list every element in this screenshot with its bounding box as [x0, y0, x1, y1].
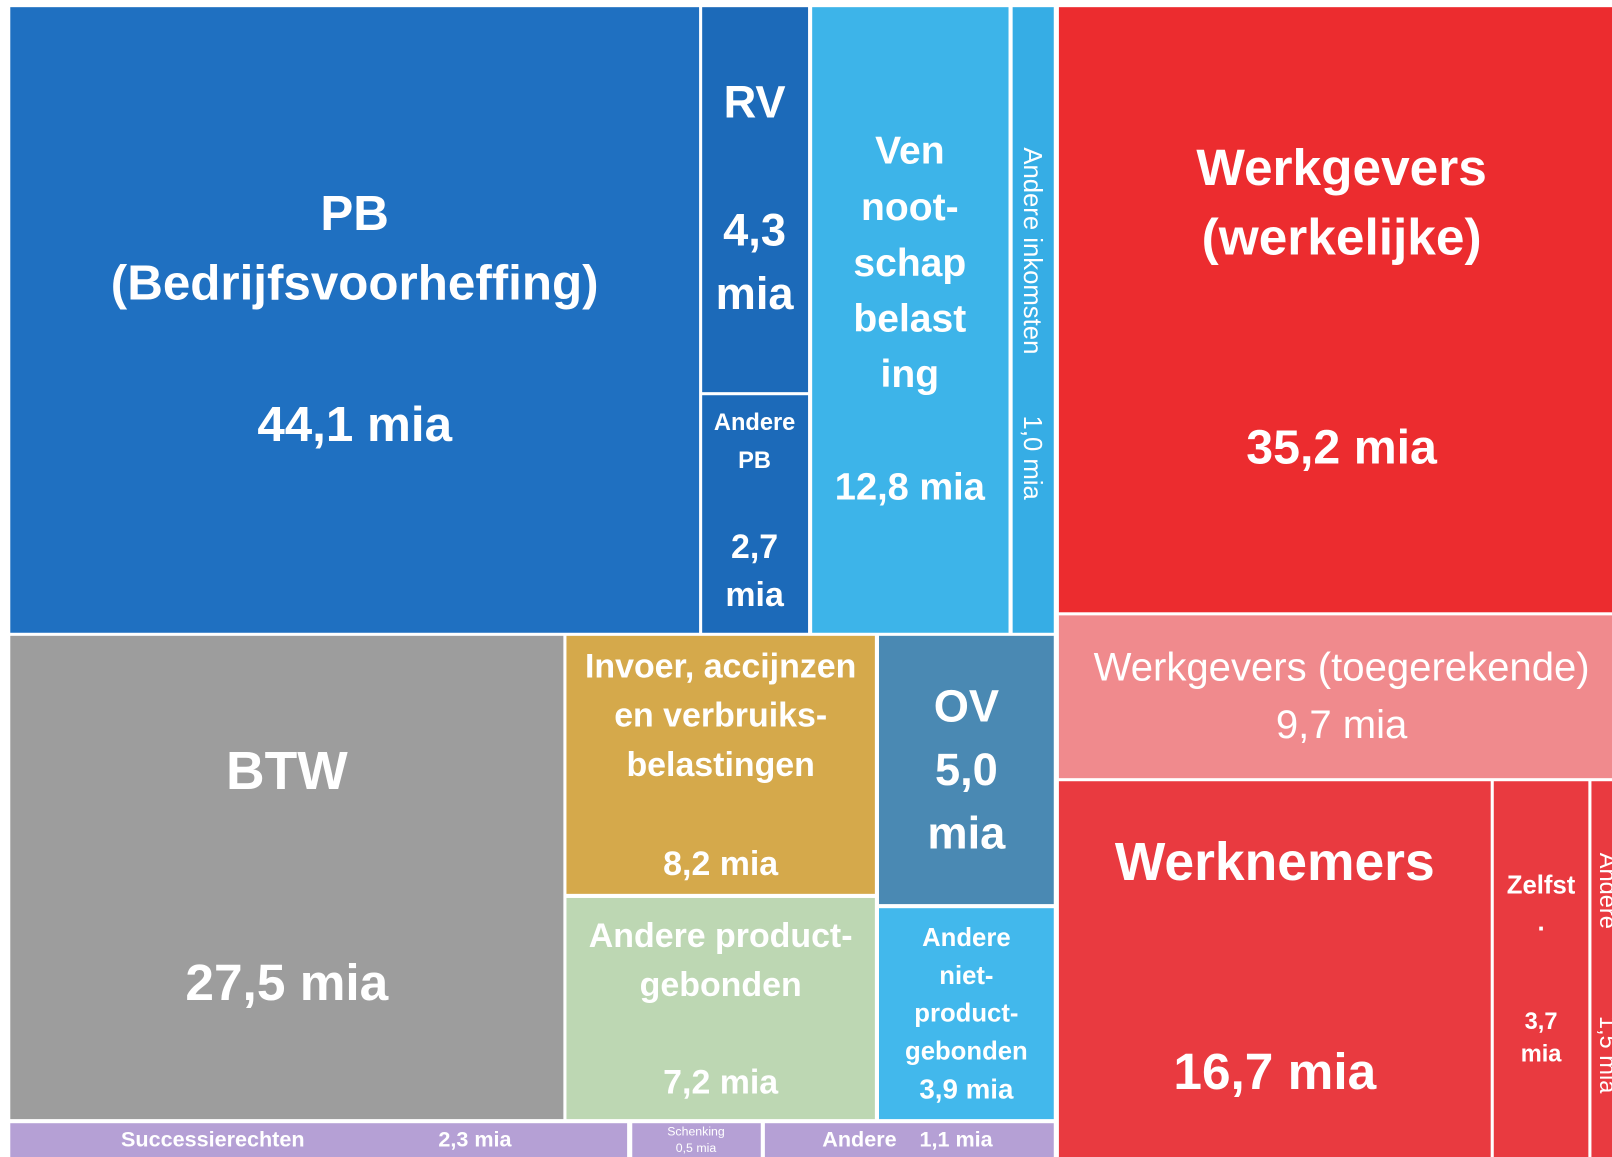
tile-value: 1,1 mia	[920, 1126, 994, 1151]
tile: Schenking 0,5 mia	[632, 1123, 761, 1157]
tile: Andere inkomsten 1,0 mia	[1012, 7, 1054, 633]
tile-name: Andere	[822, 1126, 896, 1151]
tile-name: Andere product-gebonden	[589, 917, 853, 1004]
tile-labels: Andere product-gebonden 7,2 mia	[589, 917, 853, 1101]
tile-labels: Werkgevers (toegerekende) 9,7 mia	[1094, 645, 1590, 746]
tile-rect	[1058, 7, 1612, 613]
tile-rect	[1058, 615, 1612, 779]
tile: Werkgevers (toegerekende) 9,7 mia	[1058, 615, 1612, 779]
tile-rect	[878, 635, 1054, 905]
tile-rect	[702, 395, 809, 633]
tile-rect	[1058, 781, 1491, 1157]
tile-value: 5,0 mia	[927, 744, 1006, 858]
tile-value: 3,7 mia	[1521, 1009, 1563, 1068]
tile: Werknemers 16,7 mia	[1058, 781, 1491, 1157]
tile-labels: Schenking 0,5 mia	[667, 1125, 725, 1155]
tile-value: 7,2 mia	[663, 1063, 779, 1101]
tile-name: RV	[724, 76, 786, 127]
tile-labels: OV 5,0 mia	[927, 681, 1006, 859]
tile-labels: Andere inkomsten 1,0 mia	[1018, 147, 1046, 500]
tile: BTW 27,5 mia	[10, 635, 564, 1120]
tile-value: 9,7 mia	[1276, 703, 1408, 747]
tile-rect	[632, 1123, 761, 1157]
tile-rect	[10, 1123, 628, 1157]
tile-labels: Successierechten 2,3 mia	[121, 1126, 513, 1151]
tile-labels: Andere PB 2,7 mia	[714, 410, 795, 614]
tile-rect	[1012, 7, 1054, 633]
tile-labels: Werknemers 16,7 mia	[1115, 833, 1435, 1099]
tile-labels: Invoer, accijnzen en verbruiks-belastinge…	[585, 648, 856, 884]
tile: RV 4,3 mia	[702, 7, 809, 393]
tile-value: 27,5 mia	[185, 953, 388, 1011]
tile-labels: Andere 1,1 mia	[822, 1126, 993, 1151]
tile-value: 1,0 mia	[1018, 416, 1046, 501]
tile-labels: BTW 27,5 mia	[185, 742, 388, 1010]
tile: Andere niet-product-gebonden 3,9 mia	[878, 908, 1054, 1120]
tile-value: 1,5 mia	[1594, 1016, 1612, 1094]
tile-name: Andere inkomsten	[1018, 147, 1046, 354]
tile: Successierechten 2,3 mia	[10, 1123, 628, 1157]
tile: Invoer, accijnzen en verbruiks-belastinge…	[566, 635, 875, 894]
tile-name: Werknemers	[1115, 833, 1435, 892]
tile-value: 3,9 mia	[919, 1074, 1014, 1105]
tile-value: 35,2 mia	[1246, 420, 1438, 474]
tile-name: Werkgevers (toegerekende)	[1094, 645, 1590, 689]
tile-rect	[764, 1123, 1054, 1157]
tile-value: 2,7 mia	[725, 528, 785, 614]
tile-labels: RV 4,3 mia	[716, 76, 795, 318]
tile: OV 5,0 mia	[878, 635, 1054, 905]
tile-value: 44,1 mia	[257, 397, 452, 452]
tile-rect	[878, 908, 1054, 1120]
tile-name: Andere niet-product-gebonden	[905, 924, 1028, 1066]
tile-value: 8,2 mia	[663, 845, 779, 883]
tile-name: Schenking	[667, 1125, 725, 1139]
tile: PB (Bedrijfsvoorheffing) 44,1 mia	[10, 7, 700, 633]
tile: Andere 1,5 mia	[1591, 781, 1612, 1157]
tile-value: 2,3 mia	[438, 1126, 512, 1151]
tile-rect	[812, 7, 1009, 633]
tile-labels: Andere 1,5 mia	[1594, 853, 1612, 1095]
tile-rect	[10, 635, 564, 1120]
tile-labels: PB (Bedrijfsvoorheffing) 44,1 mia	[111, 186, 599, 452]
tile-name: BTW	[226, 742, 348, 801]
tile-labels: Zelfst . 3,7 mia	[1507, 871, 1576, 1067]
tile: Andere PB 2,7 mia	[702, 395, 809, 633]
tile-name: Zelfst.	[1507, 871, 1576, 936]
tile-name: Invoer, accijnzen en verbruiks-belastinge…	[585, 648, 856, 784]
tile-rect	[1591, 781, 1612, 1157]
tile-labels: Andere niet-product-gebonden 3,9 mia	[905, 924, 1028, 1105]
tile-value: 0,5 mia	[676, 1141, 717, 1155]
tile-rect	[1493, 781, 1589, 1157]
tile: Andere 1,1 mia	[764, 1123, 1054, 1157]
tile: Andere product-gebonden 7,2 mia	[566, 897, 875, 1120]
tile-name: PB (Bedrijfsvoorheffing)	[111, 186, 599, 311]
tile-labels: Werkgevers (werkelijke) 35,2 mia	[1196, 138, 1486, 475]
tile-name: Ven noot-schap belast ing	[853, 130, 966, 396]
tile: Zelfst . 3,7 mia	[1493, 781, 1589, 1157]
tile-rect	[10, 7, 700, 633]
tile-labels: Ven noot-schap belast ing 12,8 mia	[835, 130, 986, 509]
tile-name: Werkgevers (werkelijke)	[1196, 138, 1486, 266]
tile-name: Andere PB	[714, 410, 795, 474]
tile-name: Successierechten	[121, 1126, 305, 1151]
tile-rect	[702, 7, 809, 393]
tile-name: OV	[934, 681, 999, 732]
tile-value: 4,3 mia	[716, 204, 795, 318]
tile-name: Andere	[1594, 853, 1612, 929]
tile: Werkgevers (werkelijke) 35,2 mia	[1058, 7, 1612, 613]
tile-value: 16,7 mia	[1173, 1042, 1376, 1100]
tile: Ven noot-schap belast ing 12,8 mia	[812, 7, 1009, 633]
tile-rect	[566, 635, 875, 894]
tile-rect	[566, 897, 875, 1120]
tile-value: 12,8 mia	[835, 466, 986, 508]
